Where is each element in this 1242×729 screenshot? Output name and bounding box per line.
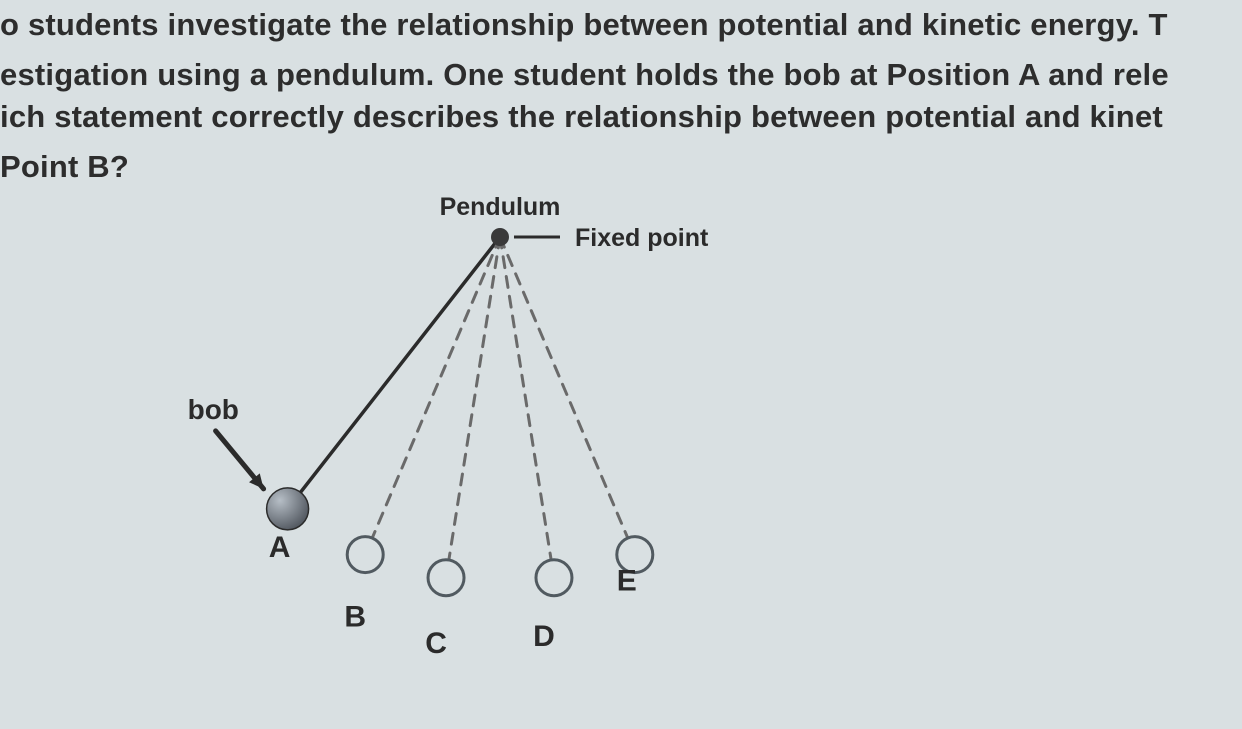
position-label-b: B [344,601,366,634]
question-line-1: o students investigate the relationship … [0,4,1169,46]
position-label-c: C [425,627,447,660]
page: o students investigate the relationship … [0,0,1242,729]
position-label-d: D [533,620,555,653]
pendulum-string [288,237,500,509]
bob-position-icon [536,560,572,596]
question-paragraph-1: o students investigate the relationship … [0,4,1169,104]
pivot-dot-icon [491,228,509,246]
position-label-a: A [269,531,291,564]
pendulum-diagram: Pendulum Fixed point bob A B C D E [0,192,1242,729]
question-line-4: Point B? [0,146,1163,188]
question-paragraph-2: ich statement correctly describes the re… [0,96,1163,196]
question-line-2: estigation using a pendulum. One student… [0,54,1169,96]
position-label-e: E [617,565,637,598]
pendulum-string [500,237,554,578]
pendulum-title: Pendulum [440,193,561,221]
pendulum-svg: Pendulum Fixed point bob A B C D E [0,192,1242,729]
bob-position-icon [428,560,464,596]
fixed-point-label: Fixed point [575,224,709,252]
pendulum-string [446,237,500,578]
pendulum-string [365,237,500,555]
bob-position-icon [347,537,383,573]
question-line-3: ich statement correctly describes the re… [0,96,1163,138]
bob-label: bob [188,394,239,425]
bob-position-a-icon [267,488,309,530]
pendulum-string [500,237,635,555]
